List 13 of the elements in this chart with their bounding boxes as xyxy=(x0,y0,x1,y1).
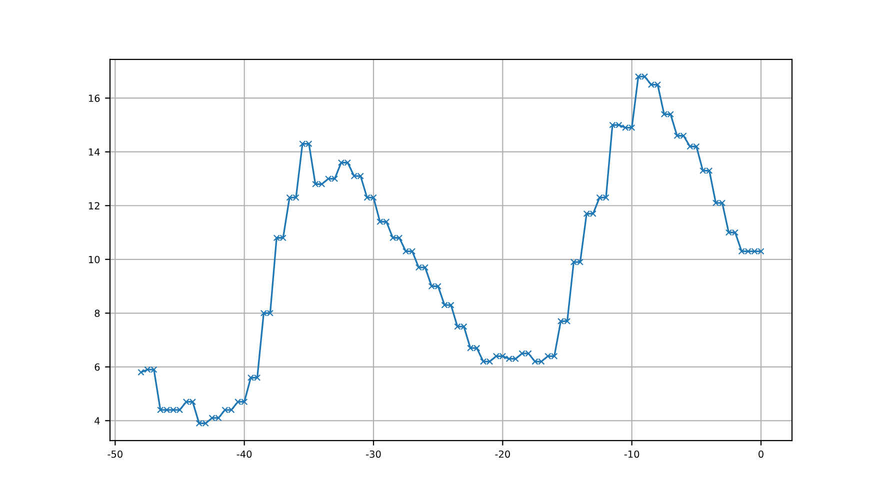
x-tick-label: -40 xyxy=(236,450,252,458)
y-tick-label: 6 xyxy=(94,363,100,371)
y-tick-label: 16 xyxy=(88,94,100,102)
y-tick-label: 14 xyxy=(88,148,100,156)
x-tick-label: -50 xyxy=(108,450,122,458)
x-tick-label: -20 xyxy=(495,450,510,458)
y-tick-label: 10 xyxy=(88,256,100,264)
y-tick-label: 8 xyxy=(94,310,100,317)
x-tick-label: -30 xyxy=(366,450,381,458)
x-tick-label: 0 xyxy=(758,450,764,458)
y-tick-label: 12 xyxy=(88,202,100,210)
x-tick-label: -10 xyxy=(624,450,640,458)
y-tick-label: 4 xyxy=(94,417,100,424)
